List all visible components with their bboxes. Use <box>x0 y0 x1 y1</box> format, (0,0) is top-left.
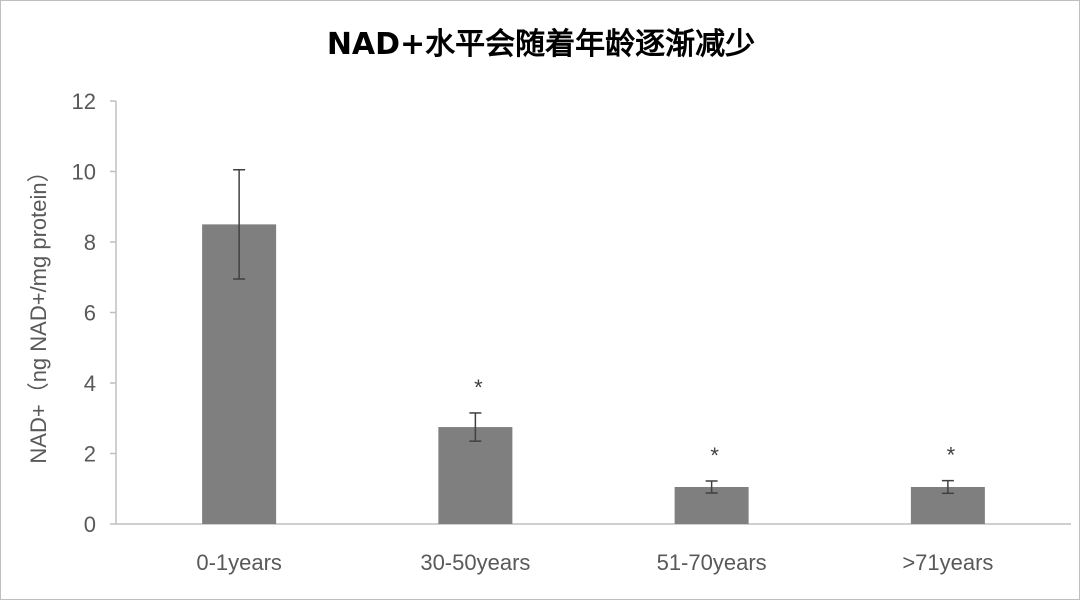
x-tick-label: 0-1years <box>196 550 282 575</box>
significance-marker: * <box>474 375 483 400</box>
chart-title: NAD+水平会随着年龄逐渐减少 <box>326 27 756 62</box>
bar <box>438 427 513 524</box>
y-tick-label: 0 <box>84 512 96 537</box>
y-tick-label: 12 <box>72 89 96 114</box>
y-tick-label: 10 <box>72 160 96 185</box>
y-tick-label: 4 <box>84 371 96 396</box>
y-axis-label: NAD+（ng NAD+/mg protein） <box>26 160 51 463</box>
y-tick-label: 6 <box>84 301 96 326</box>
y-tick-label: 2 <box>84 442 96 467</box>
significance-marker: * <box>947 443 956 468</box>
significance-marker: * <box>710 443 719 468</box>
x-tick-label: >71years <box>902 550 993 575</box>
y-tick-label: 8 <box>84 230 96 255</box>
x-tick-label: 51-70years <box>657 550 767 575</box>
x-tick-label: 30-50years <box>420 550 530 575</box>
